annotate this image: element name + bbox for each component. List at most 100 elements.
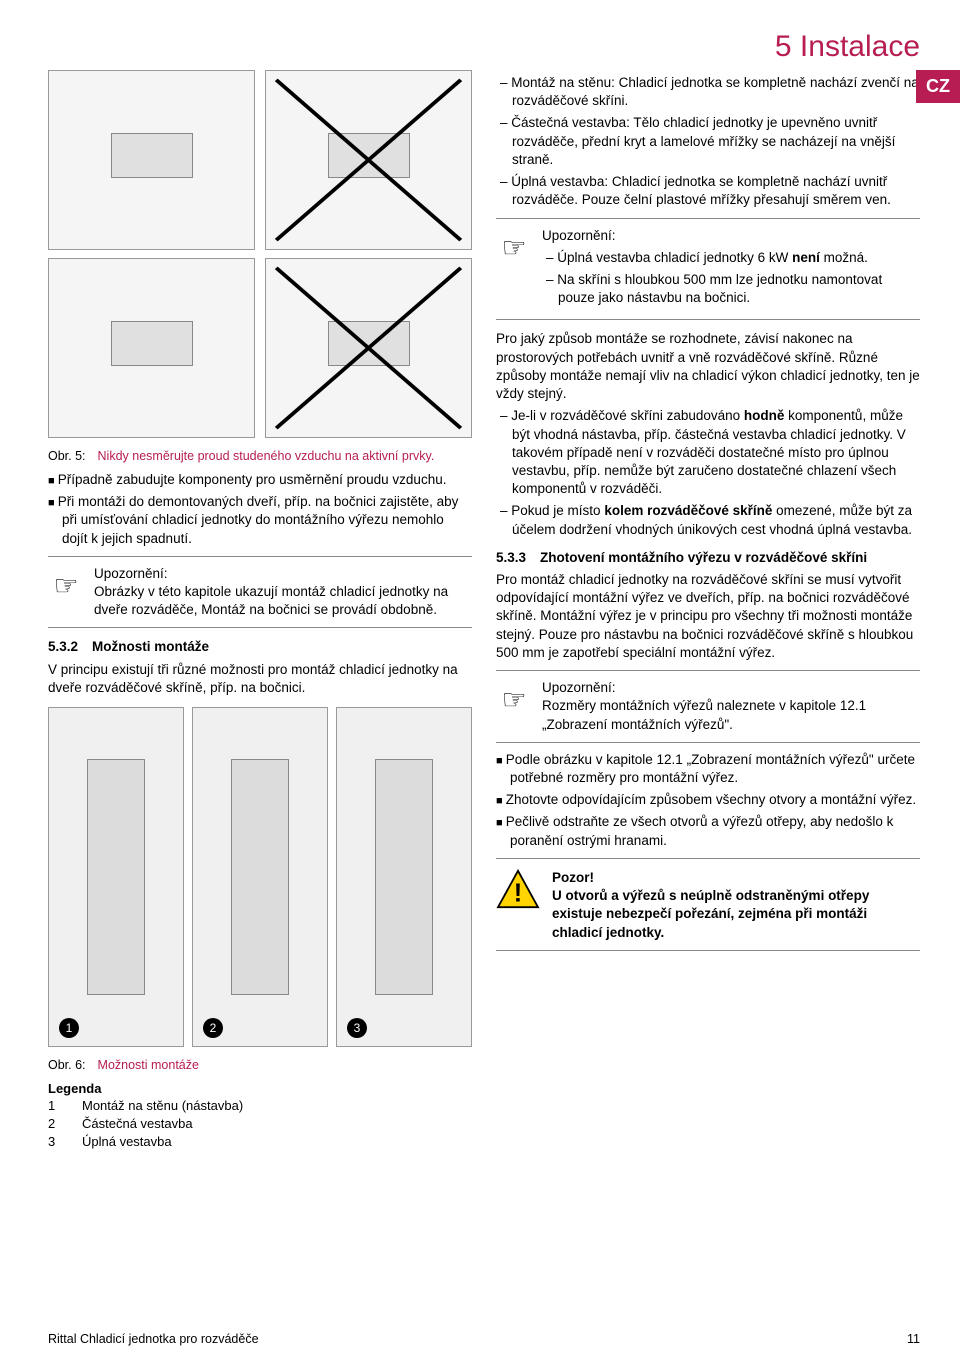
notice-box-3: ☞ Upozornění: Rozměry montážních výřezů … (496, 679, 920, 734)
list-item: Případně zabudujte komponenty pro usměrn… (48, 471, 472, 489)
hand-icon: ☞ (48, 565, 84, 620)
notice-body: Upozornění: Rozměry montážních výřezů na… (542, 679, 920, 734)
header: 5 Instalace (48, 30, 920, 64)
list-item: Montáž na stěnu: Chladicí jednotka se ko… (500, 74, 920, 110)
notice-text: Obrázky v této kapitole ukazují montáž c… (94, 583, 472, 619)
divider (496, 950, 920, 951)
content-columns: Obr. 5: Nikdy nesměrujte proud studeného… (48, 70, 920, 1150)
notice-title: Upozornění: (542, 679, 920, 697)
left-column: Obr. 5: Nikdy nesměrujte proud studeného… (48, 70, 472, 1150)
legend-text: Montáž na stěnu (nástavba) (82, 1097, 243, 1115)
legend-row: 3 Úplná vestavba (48, 1133, 472, 1151)
hand-icon: ☞ (496, 679, 532, 734)
dash-list-mid: Je-li v rozváděčové skříni zabudováno ho… (500, 407, 920, 539)
divider (48, 627, 472, 628)
list-item: Při montáži do demontovaných dveří, příp… (48, 493, 472, 548)
figure-5-image (48, 70, 472, 250)
divider (48, 556, 472, 557)
list-item: Částečná vestavba: Tělo chladicí jednotk… (500, 114, 920, 169)
paragraph-mid: Pro jaký způsob montáže se rozhodnete, z… (496, 330, 920, 403)
list-item: Podle obrázku v kapitole 12.1 „Zobrazení… (496, 751, 920, 787)
mount-option-3: 3 (336, 707, 472, 1047)
divider (496, 218, 920, 219)
legend-title: Legenda (48, 1080, 472, 1098)
notice-dash-list: Úplná vestavba chladicí jednotky 6 kW ne… (546, 249, 920, 308)
cabinet-diagram-right (265, 70, 472, 250)
svg-text:!: ! (514, 880, 522, 908)
divider (496, 858, 920, 859)
cabinet-diagram-left (48, 70, 255, 250)
section-heading-533: 5.3.3 Zhotovení montážního výřezu v rozv… (496, 549, 920, 567)
list-item: Pečlivě odstraňte ze všech otvorů a výře… (496, 813, 920, 849)
unit-box (111, 133, 193, 178)
list-item: Na skříni s hloubkou 500 mm lze jednotku… (546, 271, 920, 307)
section-para: Pro montáž chladicí jednotky na rozváděč… (496, 571, 920, 662)
list-item: Zhotovte odpovídajícím způsobem všechny … (496, 791, 920, 809)
list-item: Úplná vestavba chladicí jednotky 6 kW ne… (546, 249, 920, 267)
warning-text: U otvorů a výřezů s neúplně odstraněnými… (552, 887, 920, 942)
number-badge: 1 (59, 1018, 79, 1038)
cabinet-diagram-br (265, 258, 472, 438)
legend-number: 1 (48, 1097, 62, 1115)
mount-option-2: 2 (192, 707, 328, 1047)
warning-body: Pozor! U otvorů a výřezů s neúplně odstr… (552, 869, 920, 942)
bullet-list-after-fig5: Případně zabudujte komponenty pro usměrn… (48, 471, 472, 548)
unit-box (328, 133, 410, 178)
divider (496, 670, 920, 671)
language-badge: CZ (916, 70, 960, 103)
warning-triangle-icon: ! (496, 869, 540, 909)
ac-unit-icon (375, 759, 434, 996)
warning-box: ! Pozor! U otvorů a výřezů s neúplně ods… (496, 869, 920, 942)
section-number: 5.3.3 (496, 549, 526, 567)
figure-5-image-row2 (48, 258, 472, 438)
caption-text: Nikdy nesměrujte proud studeného vzduchu… (98, 448, 435, 465)
bullet-list-end: Podle obrázku v kapitole 12.1 „Zobrazení… (496, 751, 920, 850)
legend-number: 3 (48, 1133, 62, 1151)
notice-box: ☞ Upozornění: Obrázky v této kapitole uk… (48, 565, 472, 620)
footer-left: Rittal Chladicí jednotka pro rozváděče (48, 1332, 259, 1346)
figure-5-caption: Obr. 5: Nikdy nesměrujte proud studeného… (48, 448, 472, 465)
caption-label: Obr. 6: (48, 1057, 86, 1074)
dash-list-top: Montáž na stěnu: Chladicí jednotka se ko… (500, 74, 920, 210)
section-title: Zhotovení montážního výřezu v rozváděčov… (540, 549, 867, 567)
list-item: Je-li v rozváděčové skříni zabudováno ho… (500, 407, 920, 498)
right-column: Montáž na stěnu: Chladicí jednotka se ko… (496, 70, 920, 1150)
figure-6-image: 1 2 3 (48, 707, 472, 1047)
legend-number: 2 (48, 1115, 62, 1133)
list-item: Pokud je místo kolem rozváděčové skříně … (500, 502, 920, 538)
legend-row: 1 Montáž na stěnu (nástavba) (48, 1097, 472, 1115)
number-badge: 3 (347, 1018, 367, 1038)
section-heading-532: 5.3.2 Možnosti montáže (48, 638, 472, 656)
divider (496, 319, 920, 320)
section-para: V principu existují tři různé možnosti p… (48, 661, 472, 697)
section-number: 5.3.2 (48, 638, 78, 656)
notice-body: Upozornění: Obrázky v této kapitole ukaz… (94, 565, 472, 620)
notice-title: Upozornění: (94, 565, 472, 583)
notice-title: Upozornění: (542, 227, 920, 245)
legend-text: Úplná vestavba (82, 1133, 172, 1151)
divider (496, 742, 920, 743)
page: 5 Instalace CZ (0, 0, 960, 1170)
caption-text: Možnosti montáže (98, 1057, 199, 1074)
mount-option-1: 1 (48, 707, 184, 1047)
section-title: Možnosti montáže (92, 638, 209, 656)
list-item: Úplná vestavba: Chladicí jednotka se kom… (500, 173, 920, 209)
caption-label: Obr. 5: (48, 448, 86, 465)
notice-body: Upozornění: Úplná vestavba chladicí jedn… (542, 227, 920, 312)
cabinet-diagram-bl (48, 258, 255, 438)
legend-row: 2 Částečná vestavba (48, 1115, 472, 1133)
footer-page-number: 11 (907, 1332, 920, 1346)
ac-unit-icon (231, 759, 290, 996)
page-title: 5 Instalace (775, 30, 920, 64)
notice-box-top: ☞ Upozornění: Úplná vestavba chladicí je… (496, 227, 920, 312)
hand-icon: ☞ (496, 227, 532, 312)
notice-text: Rozměry montážních výřezů naleznete v ka… (542, 697, 920, 733)
warning-title: Pozor! (552, 869, 920, 887)
unit-box (328, 321, 410, 366)
number-badge: 2 (203, 1018, 223, 1038)
page-footer: Rittal Chladicí jednotka pro rozváděče 1… (48, 1332, 920, 1346)
unit-box (111, 321, 193, 366)
legend-text: Částečná vestavba (82, 1115, 193, 1133)
ac-unit-icon (87, 759, 146, 996)
figure-6-caption: Obr. 6: Možnosti montáže (48, 1057, 472, 1074)
